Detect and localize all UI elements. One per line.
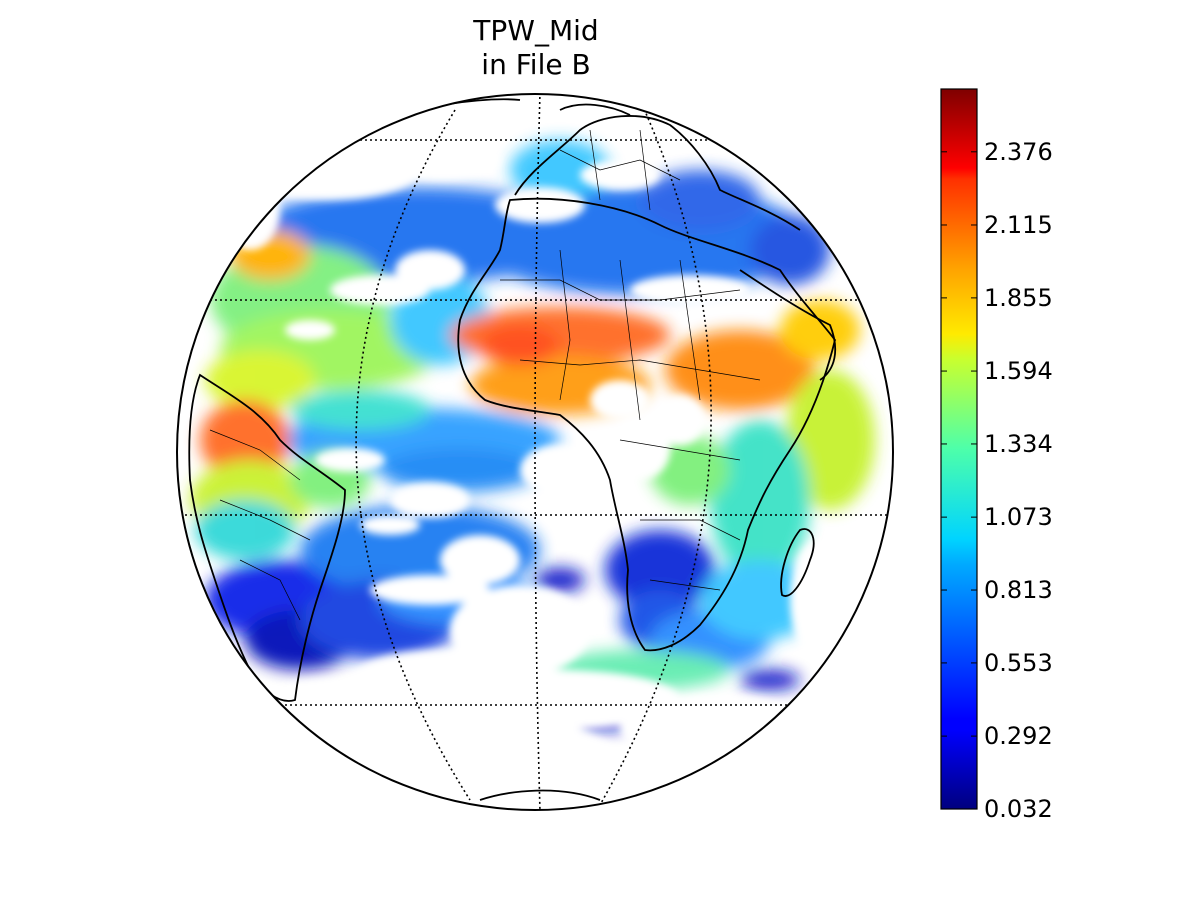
colorbar-tick-label: 2.115	[984, 210, 1053, 239]
chart-title: TPW_Mid in File B	[336, 14, 736, 82]
colorbar-tick-label: 0.292	[984, 722, 1053, 751]
globe-outline	[176, 93, 894, 811]
colorbar-tick-label: 1.334	[984, 429, 1053, 458]
colorbar-ticks	[941, 151, 977, 810]
colorbar-tick-label: 1.855	[984, 283, 1053, 312]
colorbar-tick-label: 2.376	[984, 137, 1053, 166]
colorbar-tick-label: 1.073	[984, 503, 1053, 532]
colorbar-tick-label: 0.032	[984, 795, 1053, 823]
colorbar	[940, 88, 978, 810]
colorbar-tick-label: 0.813	[984, 576, 1053, 605]
colorbar-tick-label: 1.594	[984, 357, 1053, 386]
title-line-1: TPW_Mid	[473, 14, 599, 47]
country-borders	[209, 129, 761, 621]
colorbar-tick-label: 0.553	[984, 648, 1053, 677]
title-line-2: in File B	[481, 48, 591, 81]
